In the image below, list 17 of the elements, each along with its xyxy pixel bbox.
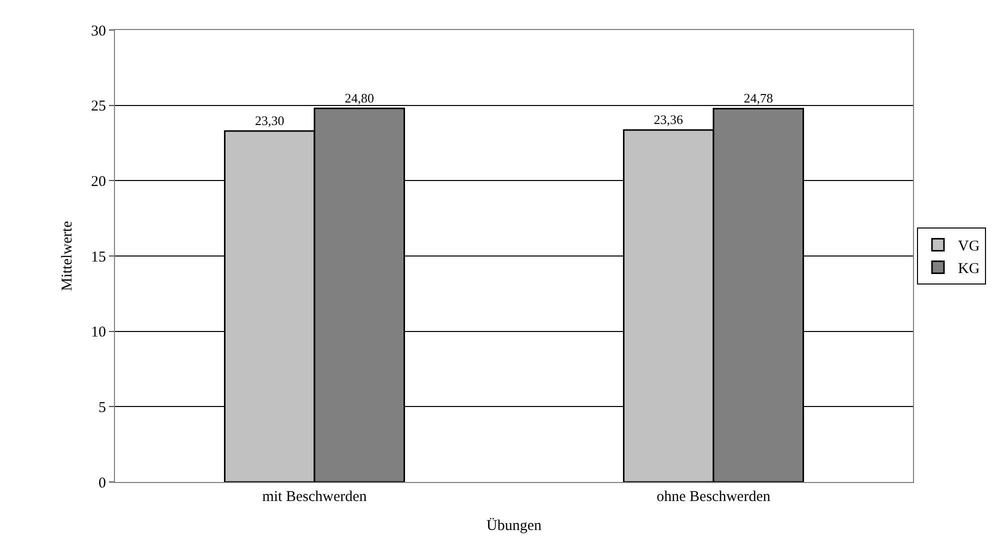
data-label: 24,80	[344, 90, 374, 106]
x-tick-label: ohne Beschwerden	[656, 489, 771, 505]
y-tick-label: 0	[98, 475, 106, 492]
y-tick-label: 15	[91, 249, 106, 266]
data-label: 24,78	[744, 90, 774, 106]
y-tick-label: 10	[91, 324, 106, 341]
y-tick-label: 30	[91, 23, 106, 40]
x-axis-title: Übungen	[486, 517, 542, 534]
legend-label: KG	[958, 261, 980, 278]
x-tick-label: mit Beschwerden	[262, 489, 368, 505]
y-tick-label: 5	[98, 400, 106, 416]
y-tick-label: 20	[91, 174, 106, 190]
data-label: 23,36	[654, 112, 684, 128]
y-tick-label: 25	[91, 98, 106, 115]
data-label: 23,30	[254, 112, 284, 128]
y-axis-title: Mittelwerte	[59, 220, 76, 291]
legend-label: VG	[958, 238, 980, 255]
